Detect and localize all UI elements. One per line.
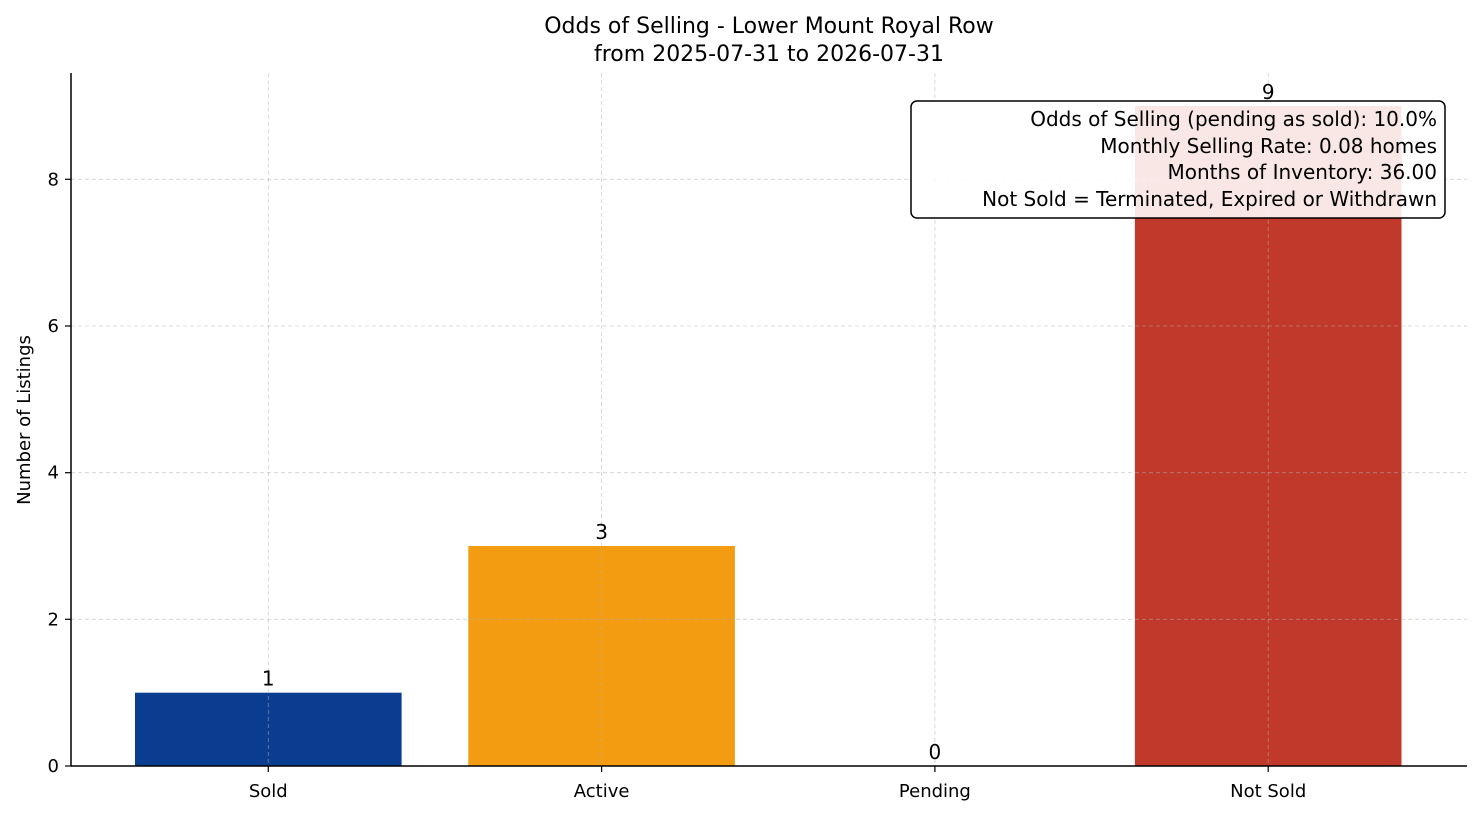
stats-box-frame — [910, 100, 1446, 219]
stats-box: Odds of Selling (pending as sold): 10.0%… — [910, 100, 1446, 219]
stats-line-inventory: Months of Inventory: 36.00 — [1167, 160, 1437, 184]
stats-line-note: Not Sold = Terminated, Expired or Withdr… — [982, 187, 1437, 211]
stats-line-odds: Odds of Selling (pending as sold): 10.0% — [1030, 107, 1437, 131]
y-tick-label: 4 — [48, 463, 59, 484]
y-tick-label: 8 — [48, 169, 59, 190]
bar-value-label: 9 — [1262, 80, 1275, 104]
x-tick-label: Not Sold — [1230, 781, 1306, 802]
bar-value-label: 3 — [595, 520, 608, 544]
x-tick-label: Active — [574, 781, 630, 802]
x-tick-label: Pending — [899, 781, 971, 802]
chart-subtitle: from 2025-07-31 to 2026-07-31 — [594, 42, 944, 67]
y-ticks: 0 2 4 6 8 — [48, 169, 71, 777]
y-tick-label: 2 — [48, 609, 59, 630]
chart-title: Odds of Selling - Lower Mount Royal Row — [544, 14, 994, 39]
y-axis-label: Number of Listings — [14, 335, 35, 505]
x-tick-label: Sold — [249, 781, 288, 802]
bar-value-label: 0 — [929, 740, 942, 764]
y-tick-label: 0 — [48, 756, 59, 777]
axes — [70, 73, 1467, 767]
value-labels: 1 3 0 9 — [262, 80, 1275, 764]
bar-value-label: 1 — [262, 667, 275, 691]
x-ticks: Sold Active Pending Not Sold — [249, 766, 1306, 802]
stats-line-rate: Monthly Selling Rate: 0.08 homes — [1100, 134, 1437, 158]
y-tick-label: 6 — [48, 316, 59, 337]
